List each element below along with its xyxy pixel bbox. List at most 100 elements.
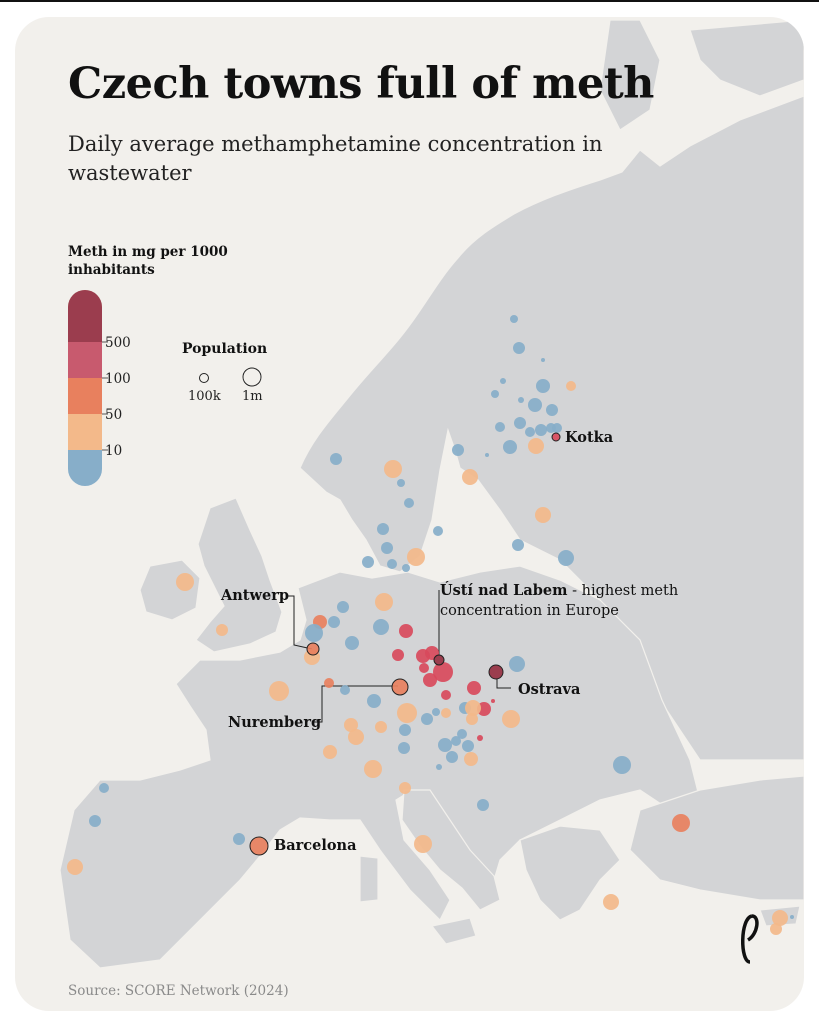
usti-callout-note: - highest meth concentration in Europe [440,583,679,619]
city-bubble [323,745,337,759]
page-title: Czech towns full of meth [68,59,654,109]
usti-callout-name: Ústí nad Labem [440,582,568,599]
city-bubble [433,662,453,682]
label-barcelona: Barcelona [274,837,357,854]
city-bubble [510,315,518,323]
city-bubble [421,713,433,725]
city-bubble [330,453,342,465]
city-bubble [364,760,382,778]
city-bubble [414,835,432,853]
city-bubble [552,423,562,433]
city-bubble [467,681,481,695]
city-bubble [305,624,323,642]
land-sardinia [359,855,379,903]
city-bubble [462,740,474,752]
city-bubble [672,814,690,832]
city-bubble [89,815,101,827]
city-bubble [345,636,359,650]
city-bubble [250,837,268,855]
population-small-label: 100k [188,389,221,404]
city-bubble [500,378,506,384]
city-bubble [477,735,483,741]
city-bubble [513,342,525,354]
land-ireland [139,559,201,621]
source-note: Source: SCORE Network (2024) [68,983,289,999]
city-bubble [436,764,442,770]
color-legend-title: Meth in mg per 1000 inhabitants [68,244,228,278]
highlighted-city-outline [391,678,409,696]
city-bubble [528,438,544,454]
city-bubble [452,444,464,456]
city-bubble [525,427,535,437]
city-bubble [509,656,525,672]
city-bubble [566,381,576,391]
city-bubble [307,643,319,655]
city-bubble [384,460,402,478]
city-bubble [419,663,429,673]
city-bubble [512,539,524,551]
city-bubble [375,593,393,611]
scale-label-10: 10 [105,443,123,459]
city-bubble [407,548,425,566]
city-bubble [790,915,794,919]
city-bubble [558,550,574,566]
city-bubble [465,700,481,716]
city-bubble [441,690,451,700]
city-bubble [337,601,349,613]
city-bubble [438,738,452,752]
city-bubble [392,649,404,661]
usti-callout: Ústí nad Labem - highest meth concentrat… [440,581,700,621]
population-large-circle [242,367,262,387]
city-bubble [387,559,397,569]
city-bubble [546,404,558,416]
population-legend-title: Population [182,341,268,357]
city-bubble [340,685,350,695]
city-bubble [402,564,410,572]
scale-label-50: 50 [105,407,123,423]
city-bubble [552,433,560,441]
publisher-logo-icon [741,914,759,964]
city-bubble [485,453,489,457]
label-nuremberg: Nuremberg [228,714,322,731]
top-rule [0,0,819,2]
city-bubble [399,782,411,794]
highlighted-city-outline [306,642,320,656]
leader-lines [287,590,511,723]
city-bubble [433,526,443,536]
city-bubble [233,833,245,845]
land-turkey [629,775,804,901]
population-small-circle [199,373,209,383]
city-bubble [373,619,389,635]
highlighted-city-outline [433,654,445,666]
city-bubble [535,507,551,523]
label-antwerp: Antwerp [221,587,289,604]
city-bubble [397,703,417,723]
city-bubble [446,751,458,763]
city-bubble [466,713,478,725]
city-bubbles [67,315,794,935]
city-bubble [392,679,408,695]
city-bubble [451,736,461,746]
highlighted-city-outline [488,664,504,680]
city-bubble [457,729,467,739]
page-subtitle: Daily average methamphetamine concentrat… [68,132,603,185]
city-bubble [491,699,495,703]
city-bubble [381,542,393,554]
city-bubble [536,379,550,393]
city-bubble [399,724,411,736]
city-bubble [495,422,505,432]
city-bubble [772,910,788,926]
city-bubble [541,358,545,362]
city-bubble [99,783,109,793]
city-bubble [603,894,619,910]
city-bubble [324,678,334,688]
city-bubble [462,469,478,485]
city-bubble [770,923,782,935]
highlighted-city-outline [249,836,269,856]
city-bubble [375,721,387,733]
city-bubble [613,756,631,774]
city-bubble [344,718,358,732]
city-bubble [518,397,524,403]
city-bubble [535,424,547,436]
city-bubble [464,752,478,766]
